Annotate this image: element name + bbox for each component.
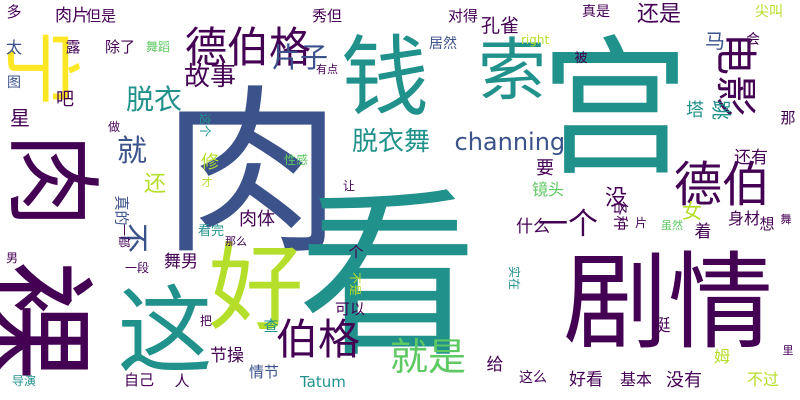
- cloud-word: 宫: [540, 23, 691, 197]
- cloud-word: channing: [454, 128, 566, 156]
- cloud-word: 索: [478, 32, 547, 111]
- cloud-word: 真的: [112, 194, 131, 226]
- cloud-word: 个: [348, 242, 364, 261]
- cloud-word: 性感: [284, 153, 309, 167]
- cloud-word: 里: [782, 343, 794, 357]
- cloud-word: 基本: [620, 370, 653, 389]
- cloud-word: 除了: [105, 37, 136, 56]
- cloud-word: 可以: [335, 299, 366, 318]
- cloud-word: 情节: [249, 362, 280, 381]
- cloud-word: 居然: [429, 36, 457, 52]
- cloud-word: 给: [486, 354, 504, 375]
- cloud-word: 这: [117, 276, 213, 387]
- cloud-word: 不过: [747, 370, 780, 389]
- cloud-word: 这个: [198, 112, 213, 138]
- cloud-word: 伯格: [276, 315, 361, 364]
- cloud-word: 露: [65, 37, 81, 56]
- cloud-word: 节操: [210, 345, 244, 366]
- cloud-word: 查: [263, 316, 279, 335]
- cloud-word: 还是: [637, 2, 682, 27]
- cloud-word: 片子: [272, 41, 329, 74]
- cloud-word: 虽然: [661, 218, 683, 232]
- cloud-word: 星: [10, 106, 30, 130]
- cloud-word: 人: [174, 371, 190, 390]
- cloud-word: 被: [574, 50, 588, 66]
- cloud-word: 导演: [12, 374, 37, 388]
- cloud-word: 想: [759, 214, 775, 233]
- cloud-word: 一段: [125, 261, 150, 275]
- cloud-word: 德伯格: [185, 23, 312, 72]
- cloud-word: 吧: [56, 89, 74, 110]
- cloud-word: 还: [144, 172, 167, 197]
- cloud-word: 裸: [0, 260, 102, 380]
- cloud-word: 片: [635, 216, 648, 230]
- cloud-word: 塔: [686, 100, 704, 121]
- cloud-word: 做: [108, 120, 121, 134]
- cloud-word: 男: [6, 251, 19, 265]
- cloud-word: 有点: [316, 62, 338, 76]
- cloud-word: 女: [682, 199, 702, 223]
- cloud-word: 什么: [516, 216, 550, 237]
- cloud-word: 一部: [117, 223, 132, 249]
- cloud-word: 脱衣: [126, 83, 183, 116]
- cloud-word: 脱衣舞: [352, 127, 431, 157]
- cloud-word: 图: [7, 75, 21, 91]
- cloud-word: 这么: [519, 370, 547, 386]
- cloud-word: right: [521, 33, 550, 47]
- cloud-word: 一个: [538, 207, 598, 242]
- cloud-word: 还有: [734, 147, 768, 168]
- cloud-word: 修: [201, 152, 219, 173]
- cloud-word: 好: [208, 233, 304, 344]
- cloud-word: 那么: [225, 234, 247, 248]
- cloud-word: 就是: [390, 335, 467, 379]
- cloud-word: 肉: [162, 70, 343, 279]
- cloud-word: 多: [6, 2, 22, 21]
- cloud-word: 实在: [507, 265, 522, 291]
- cloud-word: 肉体: [239, 209, 275, 230]
- cloud-word: 好看: [569, 369, 603, 390]
- cloud-word: 不是: [348, 271, 363, 297]
- cloud-word: 太: [6, 38, 23, 57]
- cloud-word: 但是: [86, 6, 117, 25]
- cloud-word: 身材: [728, 209, 761, 228]
- cloud-word: 着: [694, 221, 712, 242]
- cloud-word: 要: [536, 158, 554, 179]
- cloud-word: Tatum: [300, 372, 346, 391]
- cloud-word: 肉片: [55, 5, 89, 26]
- cloud-word: 没: [605, 186, 628, 211]
- cloud-word: 自己: [124, 370, 155, 389]
- cloud-word: 会: [746, 32, 760, 48]
- cloud-word: 秀但: [312, 6, 343, 25]
- cloud-word: 让: [343, 179, 356, 193]
- cloud-word: 故事: [184, 62, 237, 92]
- cloud-word: 看: [298, 173, 479, 382]
- cloud-word: 镜头: [532, 180, 565, 199]
- cloud-word: 舞: [780, 212, 792, 226]
- cloud-word: 挺: [653, 315, 671, 336]
- cloud-word: 就: [117, 134, 147, 169]
- cloud-word: 真是: [582, 4, 610, 20]
- cloud-word: 马: [705, 29, 725, 53]
- cloud-word: 姆: [714, 347, 731, 366]
- cloud-word: 剧情: [563, 241, 774, 364]
- cloud-word: 那: [780, 108, 796, 127]
- cloud-word: 跳: [709, 100, 733, 120]
- cloud-word: 肉: [0, 132, 106, 228]
- cloud-word: 才: [201, 175, 213, 189]
- cloud-word: 舞男: [164, 251, 198, 272]
- cloud-word: 舞蹈: [146, 40, 171, 54]
- cloud-word: 各种: [611, 199, 630, 231]
- cloud-word: 把: [200, 314, 213, 328]
- cloud-word: 没有: [666, 370, 702, 391]
- cloud-word: 钱: [341, 26, 430, 129]
- cloud-word: 看完: [198, 223, 225, 239]
- cloud-word: 对得: [448, 6, 479, 25]
- cloud-word: 德伯: [674, 157, 771, 213]
- cloud-word: 孔雀: [481, 14, 520, 37]
- cloud-word: 尖叫: [755, 4, 783, 20]
